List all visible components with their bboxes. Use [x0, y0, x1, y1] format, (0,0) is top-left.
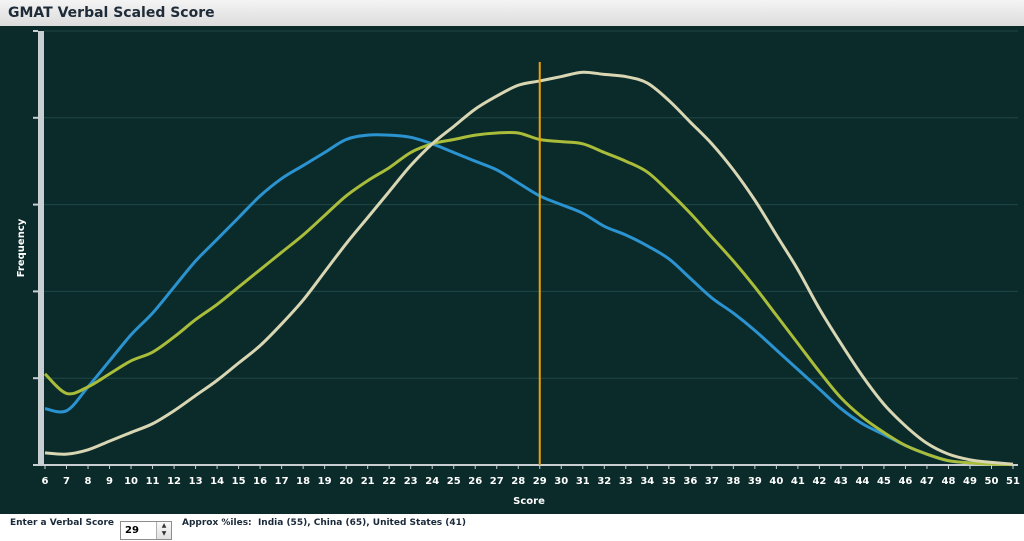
x-tick-label: 47 — [920, 476, 934, 487]
chart-area: 6 7 8 9 10 11 12 13 14 15 16 17 18 19 20 21 22 23 24 25 26 27… — [0, 26, 1024, 514]
x-tick-label: 28 — [511, 476, 525, 487]
x-tick-label: 10 — [124, 476, 138, 487]
x-tick-label: 32 — [597, 476, 611, 487]
x-tick-label: 51 — [1006, 476, 1020, 487]
x-tick-label: 42 — [812, 476, 826, 487]
x-tick-label: 34 — [640, 476, 654, 487]
x-tick-label: 20 — [339, 476, 353, 487]
increment-arrow-icon[interactable]: ▲ — [161, 522, 167, 529]
control-bar: Enter a Verbal Score ▲ ▼ Approx %iles: I… — [0, 514, 1024, 541]
series-line-2 — [43, 130, 1014, 467]
x-tick-label: 6 — [42, 476, 49, 487]
score-input-label: Enter a Verbal Score — [10, 518, 115, 528]
x-tick-label: 38 — [726, 476, 740, 487]
percentiles-label: Approx %iles: — [182, 518, 252, 528]
x-tick-label: 13 — [189, 476, 203, 487]
x-tick-label: 36 — [683, 476, 697, 487]
x-tick-label: 9 — [106, 476, 113, 487]
x-tick-label: 15 — [232, 476, 246, 487]
y-axis-label: Frequency — [16, 218, 27, 277]
x-tick-label: 45 — [877, 476, 891, 487]
x-tick-label: 27 — [490, 476, 504, 487]
x-tick-layer: 6 7 8 9 10 11 12 13 14 15 16 17 18 19 20 21 22 23 24 25 26 27… — [42, 465, 1020, 487]
x-tick-label: 16 — [253, 476, 267, 487]
stepper-arrows[interactable]: ▲ ▼ — [156, 522, 171, 539]
x-tick-label: 29 — [533, 476, 547, 487]
x-tick-label: 48 — [942, 476, 956, 487]
x-tick-label: 39 — [748, 476, 762, 487]
x-tick-label: 40 — [769, 476, 783, 487]
x-tick-label: 24 — [425, 476, 439, 487]
x-tick-label: 22 — [382, 476, 396, 487]
x-tick-label: 23 — [404, 476, 418, 487]
x-tick-label: 8 — [85, 476, 92, 487]
series-layer — [43, 70, 1014, 467]
y-tick-layer — [33, 30, 38, 466]
score-stepper[interactable]: ▲ ▼ — [120, 521, 172, 540]
series-line-1 — [44, 133, 1014, 467]
decrement-arrow-icon[interactable]: ▼ — [161, 530, 167, 537]
score-input[interactable] — [123, 523, 157, 538]
x-tick-label: 50 — [985, 476, 999, 487]
x-tick-label: 21 — [361, 476, 375, 487]
x-tick-label: 17 — [275, 476, 289, 487]
y-axis-bar — [38, 31, 44, 465]
x-tick-label: 30 — [554, 476, 568, 487]
x-tick-label: 11 — [146, 476, 160, 487]
x-tick-label: 41 — [791, 476, 805, 487]
series-line-3 — [44, 70, 1014, 466]
x-axis-label: Score — [513, 496, 545, 507]
x-tick-label: 37 — [705, 476, 719, 487]
x-tick-label: 26 — [468, 476, 482, 487]
x-tick-label: 49 — [963, 476, 977, 487]
x-tick-label: 12 — [167, 476, 181, 487]
line-chart: 6 7 8 9 10 11 12 13 14 15 16 17 18 19 20 21 22 23 24 25 26 27… — [16, 30, 1020, 507]
grid-layer — [44, 30, 1018, 379]
x-tick-label: 18 — [296, 476, 310, 487]
x-tick-label: 31 — [576, 476, 590, 487]
x-tick-label: 7 — [63, 476, 70, 487]
x-tick-label: 46 — [898, 476, 912, 487]
percentiles-readout: Approx %iles: India (55), China (65), Un… — [182, 518, 466, 528]
chart-title: GMAT Verbal Scaled Score — [8, 5, 215, 21]
title-bar: GMAT Verbal Scaled Score — [0, 0, 1024, 27]
x-tick-label: 25 — [447, 476, 461, 487]
x-tick-label: 19 — [318, 476, 332, 487]
x-tick-label: 43 — [834, 476, 848, 487]
x-tick-label: 44 — [855, 476, 869, 487]
x-tick-label: 33 — [619, 476, 633, 487]
x-tick-label: 35 — [662, 476, 676, 487]
x-tick-label: 14 — [210, 476, 224, 487]
percentiles-values: India (55), China (65), United States (4… — [257, 518, 467, 528]
